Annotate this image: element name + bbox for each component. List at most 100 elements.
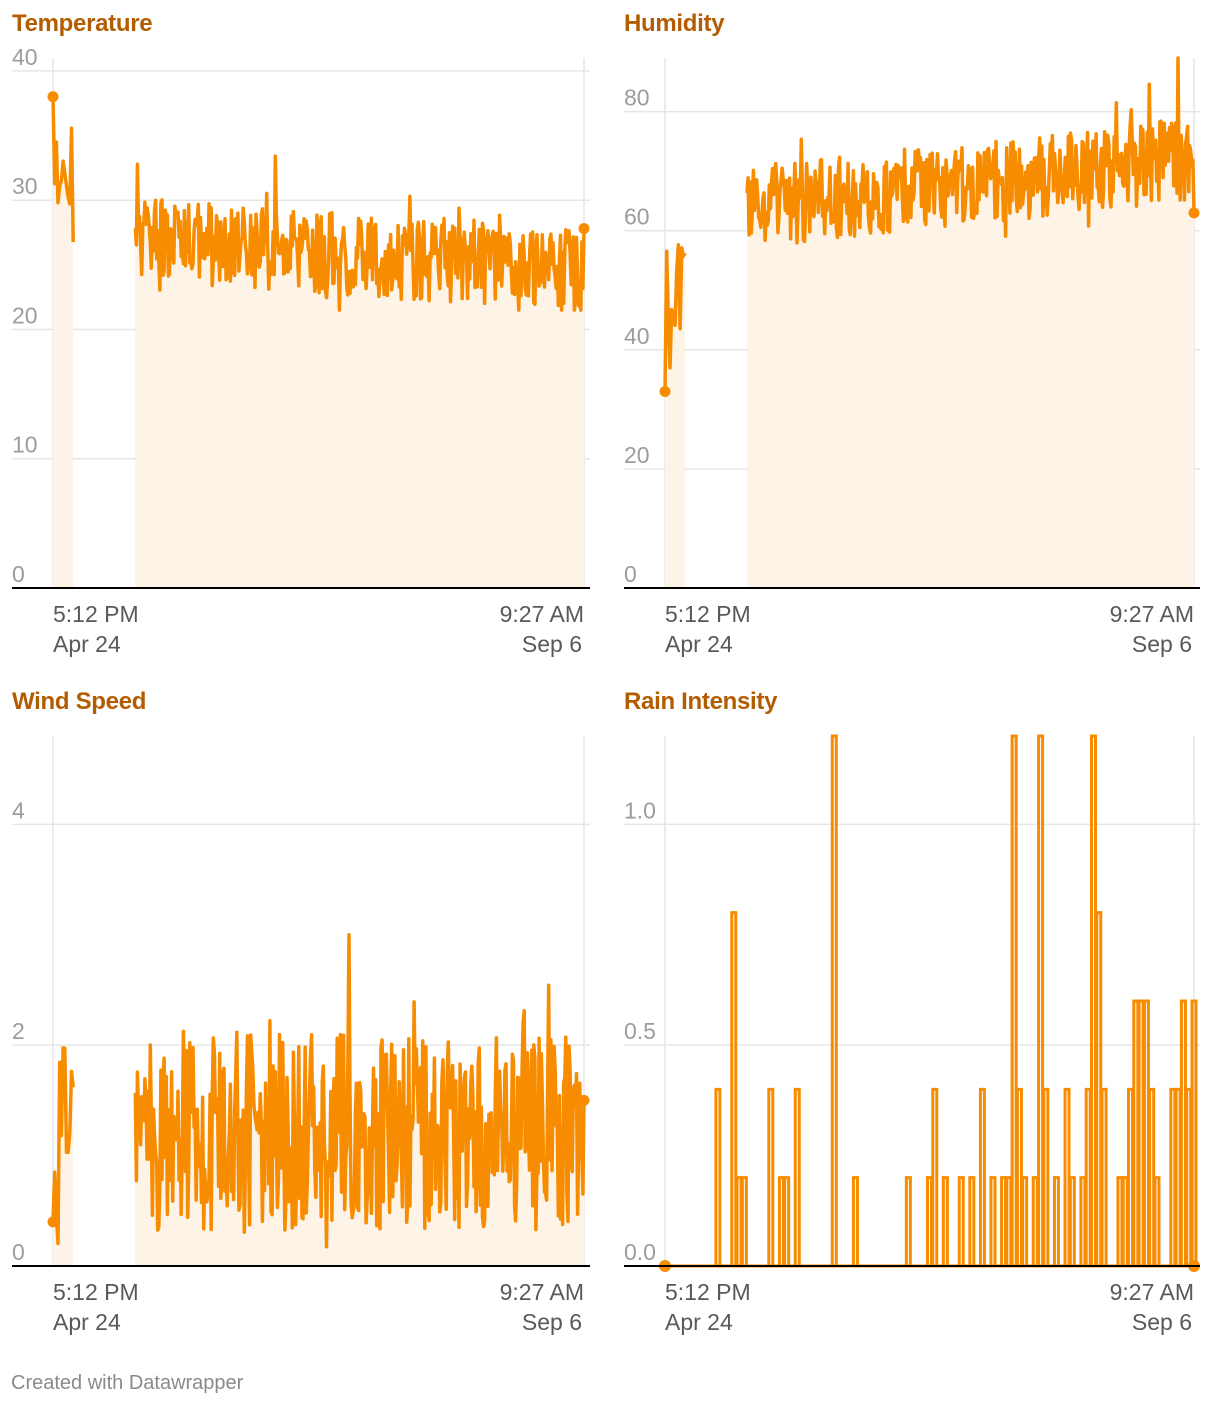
rain-spike: [740, 1176, 748, 1266]
chart-title: Wind Speed: [12, 688, 147, 715]
y-tick-label: 2: [12, 1018, 25, 1044]
rain-spike: [1042, 1087, 1050, 1266]
series-line: [133, 154, 586, 312]
y-tick-label: 80: [624, 85, 650, 111]
series-line: [663, 242, 687, 392]
series-area: [135, 156, 585, 588]
rain-spike: [941, 1176, 949, 1266]
rain-spike: [1000, 1176, 1008, 1266]
rain-spike: [1031, 1176, 1039, 1266]
chart-panel-temperature: Temperature 0 10 20 30 40 5:12 PM Apr 24 9:27 A…: [0, 0, 610, 680]
series-line: [133, 932, 586, 1249]
rain-spike: [1063, 1087, 1071, 1266]
y-tick-label: 1.0: [624, 797, 656, 823]
rain-spike: [1153, 1176, 1161, 1266]
chart-panel-wind-speed: Wind Speed 0 2 4 5:12 PM Apr 24 9:27 AM Sep 6: [0, 678, 610, 1358]
rain-spike: [1068, 1176, 1076, 1266]
rain-spike: [1079, 1176, 1087, 1266]
rain-spike: [978, 1087, 986, 1266]
rain-spike: [1137, 999, 1145, 1266]
datawrapper-credit: Created with Datawrapper: [11, 1372, 244, 1394]
x-tick-label: Apr 24: [665, 1309, 733, 1335]
rain-spike: [1121, 1176, 1129, 1266]
rain-spike: [830, 734, 838, 1266]
first-point: [47, 1216, 59, 1228]
y-tick-label: 4: [12, 797, 25, 823]
rain-spike: [1005, 1176, 1013, 1266]
x-tick-label: 5:12 PM: [53, 1279, 139, 1305]
rain-spike: [957, 1176, 965, 1266]
chart-title: Humidity: [624, 10, 725, 37]
rain-spike: [1148, 1087, 1156, 1266]
y-tick-label: 0: [12, 1239, 25, 1265]
rain-spike: [735, 1176, 743, 1266]
x-tick-label: 5:12 PM: [665, 601, 751, 627]
x-tick-label: 5:12 PM: [665, 1279, 751, 1305]
rain-spike: [783, 1176, 791, 1266]
first-point: [659, 385, 671, 397]
rain-spike: [1037, 734, 1045, 1266]
rain-spike: [730, 911, 738, 1266]
rain-spike: [1100, 1087, 1108, 1266]
rain-spike: [1021, 1176, 1029, 1266]
series-line: [51, 96, 75, 243]
first-point: [47, 91, 59, 103]
y-tick-label: 10: [12, 432, 38, 458]
last-point: [1188, 207, 1200, 219]
rain-spike: [714, 1087, 722, 1266]
y-tick-label: 0: [12, 561, 25, 587]
humidity-chart: 0 20 40 60 80 5:12 PM Apr 24 9:27 AM Sep 6: [624, 56, 1200, 657]
x-tick-label: 9:27 AM: [500, 601, 584, 627]
x-tick-label: 9:27 AM: [500, 1279, 584, 1305]
y-tick-label: 0: [624, 561, 637, 587]
rain-spike: [1174, 1087, 1182, 1266]
chart-title: Rain Intensity: [624, 688, 778, 715]
x-tick-label: Apr 24: [665, 631, 733, 657]
x-tick-label: Apr 24: [53, 631, 121, 657]
x-tick-label: Sep 6: [522, 631, 582, 657]
rain-spike: [1169, 1087, 1177, 1266]
rain-spike: [904, 1176, 912, 1266]
rain-spike: [1116, 1176, 1124, 1266]
rain-spike: [931, 1087, 939, 1266]
rain-spike: [1185, 1087, 1193, 1266]
rain-spike: [1015, 1087, 1023, 1266]
y-tick-label: 40: [12, 44, 38, 70]
x-tick-label: 9:27 AM: [1110, 1279, 1194, 1305]
rain-spike: [1179, 999, 1187, 1266]
x-tick-label: Sep 6: [1132, 631, 1192, 657]
x-tick-label: Sep 6: [522, 1309, 582, 1335]
rain-spike: [1010, 734, 1018, 1266]
rain-spike: [851, 1176, 859, 1266]
rain-spike: [1142, 999, 1150, 1266]
rain-spike: [1190, 999, 1198, 1266]
rain-spike: [1084, 1087, 1092, 1266]
wind-speed-chart: 0 2 4 5:12 PM Apr 24 9:27 AM Sep 6: [12, 736, 590, 1335]
rain-intensity-chart: 0.0 0.5 1.0 5:12 PM Apr 24 9:27 AM Sep 6: [624, 734, 1200, 1335]
rain-spike: [926, 1176, 933, 1266]
x-tick-label: 9:27 AM: [1110, 601, 1194, 627]
series-area: [53, 96, 74, 589]
series-line: [51, 1046, 75, 1246]
y-tick-label: 20: [12, 302, 38, 328]
rain-spike: [1089, 734, 1097, 1266]
rain-spike: [1095, 911, 1103, 1266]
rain-spike: [989, 1176, 997, 1266]
chart-panel-rain-intensity: Rain Intensity 0.0 0.5 1.0 5:12 PM Apr 24 9:2…: [612, 678, 1220, 1358]
rain-spike: [767, 1087, 775, 1266]
rain-spike: [777, 1176, 785, 1266]
rain-spike: [1127, 1087, 1135, 1266]
y-tick-label: 30: [12, 173, 38, 199]
x-tick-label: 5:12 PM: [53, 601, 139, 627]
temperature-chart: 0 10 20 30 40 5:12 PM Apr 24 9:27 AM Sep 6: [12, 44, 590, 657]
series-area: [747, 58, 1194, 588]
last-point: [578, 1094, 590, 1106]
y-tick-label: 0.0: [624, 1239, 656, 1265]
chart-title: Temperature: [12, 10, 153, 37]
rain-spike: [1052, 1176, 1060, 1266]
x-tick-label: Sep 6: [1132, 1309, 1192, 1335]
y-tick-label: 60: [624, 204, 650, 230]
chart-panel-humidity: Humidity 0 20 40 60 80 5:12 PM Apr 24 9:27 AM Se…: [612, 0, 1220, 680]
x-tick-label: Apr 24: [53, 1309, 121, 1335]
y-tick-label: 0.5: [624, 1018, 656, 1044]
